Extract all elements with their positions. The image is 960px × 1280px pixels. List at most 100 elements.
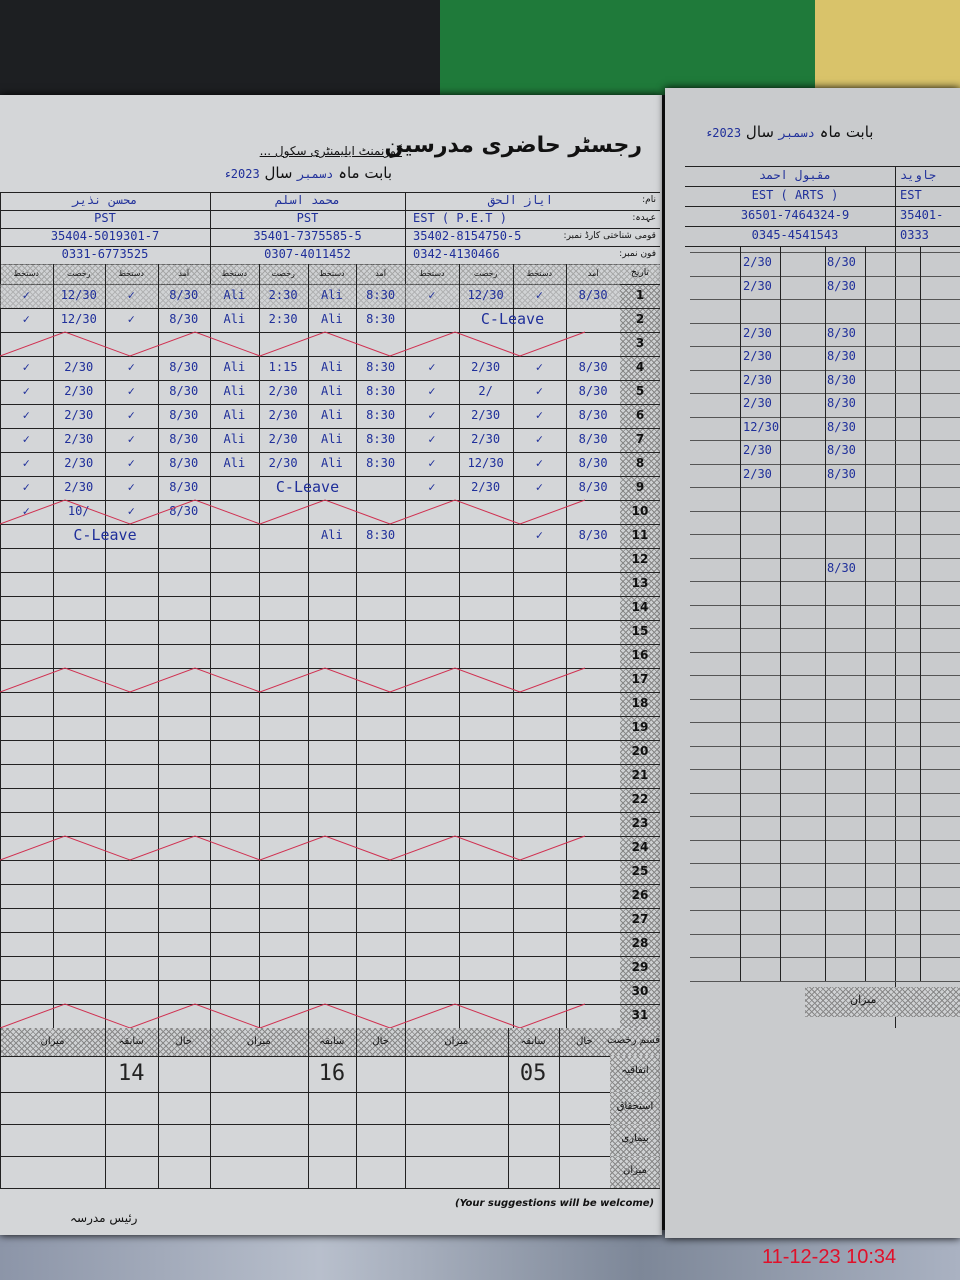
divider [685, 186, 960, 187]
date-cell [620, 644, 660, 668]
date-cell [620, 692, 660, 716]
divider [0, 1028, 1, 1188]
year-value: 2023ء [705, 126, 742, 140]
date-cell [620, 572, 660, 596]
attendance-entry: Ali [223, 384, 246, 398]
teacher-phone: 0345-4541543 [751, 229, 839, 242]
attendance-entry: 8:30 [366, 528, 396, 542]
attendance-entry: Ali [321, 456, 343, 470]
teacher-designation: EST ( ARTS ) [751, 189, 839, 202]
register-title: رجسٹر حاضری مدرسین [384, 133, 642, 158]
date-cell [620, 284, 660, 308]
summary-row-label: اتفاقیہ [621, 1065, 649, 1076]
divider [825, 246, 826, 981]
row-divider [0, 380, 660, 381]
attendance-entry: 8/30 [169, 456, 199, 470]
date-cell [620, 716, 660, 740]
row-divider [0, 836, 660, 837]
attendance-entry: ✓ [127, 480, 135, 494]
attendance-entry: 8/30 [827, 372, 856, 387]
summary-column-header: میزان [444, 1036, 469, 1047]
date-cell [620, 332, 660, 356]
date-number: 4 [635, 360, 645, 374]
date-number: 11 [631, 528, 649, 542]
summary-column-header: حال [175, 1036, 193, 1047]
attendance-entry: ✓ [22, 408, 30, 422]
divider [740, 246, 741, 981]
column-header: دستخط [419, 269, 445, 278]
divider [0, 1124, 660, 1125]
attendance-entry: 8/30 [578, 432, 608, 446]
attendance-entry: 8/30 [827, 255, 856, 269]
attendance-entry: 2/30 [743, 278, 772, 293]
attendance-entry: ✓ [127, 504, 135, 518]
teacher-name: محسن نذیر [72, 193, 138, 207]
casual-leave-previous: 16 [318, 1061, 346, 1086]
attendance-entry: 8:30 [366, 288, 396, 302]
date-cell [620, 884, 660, 908]
attendance-entry: ✓ [22, 432, 30, 446]
column-header: رخصت [271, 269, 295, 278]
attendance-entry: 2/30 [743, 255, 772, 269]
attendance-entry: 8:30 [366, 384, 396, 398]
teacher-cnic: 35401-7375585-5 [253, 229, 362, 243]
row-divider [0, 740, 660, 741]
date-number: 12 [631, 552, 649, 566]
row-divider [0, 572, 660, 573]
column-header: آمد [375, 269, 386, 278]
row-divider [0, 428, 660, 429]
attendance-entry: 2/30 [64, 360, 94, 374]
date-number: 2 [635, 312, 645, 326]
divider [0, 228, 660, 229]
date-cell [620, 548, 660, 572]
attendance-entry: 8/30 [578, 384, 608, 398]
divider [157, 1028, 159, 1188]
divider [0, 192, 1, 1028]
photo-timestamp: 11-12-23 10:34 [762, 1246, 897, 1268]
date-cell [620, 500, 660, 524]
column-header: دستخط [118, 269, 144, 278]
attendance-entry: 2/30 [743, 349, 772, 363]
row-divider [0, 596, 660, 597]
row-divider [0, 404, 660, 405]
attendance-entry: ✓ [127, 312, 135, 326]
date-cell [620, 524, 660, 548]
year-label: سال [745, 123, 774, 141]
attendance-entry: ✓ [535, 432, 543, 446]
divider [895, 166, 896, 1028]
divider [865, 246, 866, 981]
date-number: 22 [631, 792, 649, 806]
summary-column-header: میزان [246, 1036, 271, 1047]
casual-leave-previous: 14 [118, 1061, 145, 1086]
summary-row-label: بیماری [621, 1133, 649, 1144]
attendance-entry: 8/30 [827, 419, 856, 434]
attendance-entry: 12/30 [60, 288, 97, 302]
date-number: 14 [631, 600, 649, 614]
attendance-entry: Ali [321, 408, 343, 422]
attendance-entry: 8/30 [169, 288, 199, 302]
teacher-phone: 0342-4130466 [413, 247, 500, 261]
divider [920, 246, 921, 981]
label-card [815, 0, 960, 90]
attendance-entry: ✓ [127, 456, 135, 470]
divider [566, 264, 568, 1028]
attendance-entry: 2/30 [743, 466, 772, 481]
attendance-entry: 8/30 [169, 384, 199, 398]
table-cloth [0, 1230, 960, 1280]
month-label: بابت ماہ [338, 164, 392, 182]
attendance-entry: 8/30 [827, 560, 856, 575]
date-cell [620, 620, 660, 644]
divider [0, 1056, 660, 1057]
attendance-entry: ✓ [428, 288, 436, 302]
divider [458, 264, 460, 1028]
teacher-cnic: 36501-7464324-9 [740, 209, 850, 222]
summary-row-label-cell [610, 1056, 660, 1092]
attendance-entry: Ali [321, 312, 343, 326]
row-divider [0, 908, 660, 909]
divider [307, 1028, 309, 1188]
attendance-entry: 8/30 [169, 432, 199, 446]
attendance-entry: 8/30 [578, 528, 608, 542]
right-register-page: بابت ماہ دسمبر سال 2023ء مقبول احمد EST (… [665, 88, 960, 1238]
teacher-designation: PST [296, 211, 319, 225]
attendance-entry: 2/30 [268, 408, 298, 422]
